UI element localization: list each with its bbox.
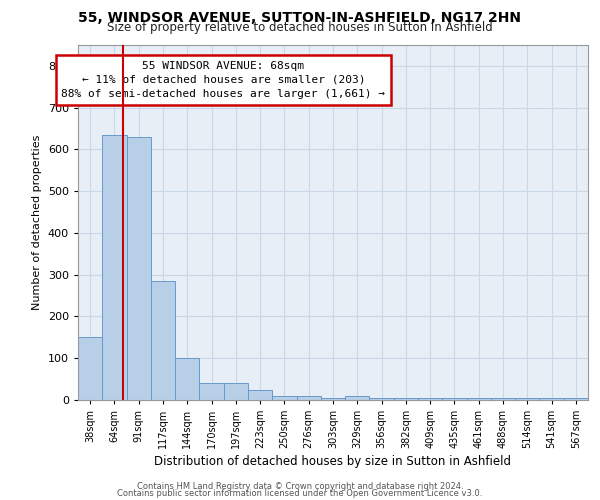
Text: Contains public sector information licensed under the Open Government Licence v3: Contains public sector information licen… [118,489,482,498]
X-axis label: Distribution of detached houses by size in Sutton in Ashfield: Distribution of detached houses by size … [155,456,511,468]
Bar [248,390,272,400]
Bar [78,338,102,400]
Bar [175,358,199,400]
Bar [467,398,491,400]
Bar [442,398,467,400]
Bar [418,398,442,400]
Bar [394,398,418,400]
Bar [321,398,345,400]
Text: Contains HM Land Registry data © Crown copyright and database right 2024.: Contains HM Land Registry data © Crown c… [137,482,463,491]
Bar [224,384,248,400]
Bar [515,398,539,400]
Bar [199,384,224,400]
Bar [296,396,321,400]
Bar [102,135,127,400]
Text: 55, WINDSOR AVENUE, SUTTON-IN-ASHFIELD, NG17 2HN: 55, WINDSOR AVENUE, SUTTON-IN-ASHFIELD, … [79,11,521,25]
Bar [127,137,151,400]
Bar [370,398,394,400]
Bar [151,281,175,400]
Bar [345,396,370,400]
Bar [491,398,515,400]
Bar [539,398,564,400]
Text: Size of property relative to detached houses in Sutton in Ashfield: Size of property relative to detached ho… [107,21,493,34]
Bar [564,398,588,400]
Bar [272,396,296,400]
Text: 55 WINDSOR AVENUE: 68sqm
← 11% of detached houses are smaller (203)
88% of semi-: 55 WINDSOR AVENUE: 68sqm ← 11% of detach… [61,61,385,99]
Y-axis label: Number of detached properties: Number of detached properties [32,135,42,310]
